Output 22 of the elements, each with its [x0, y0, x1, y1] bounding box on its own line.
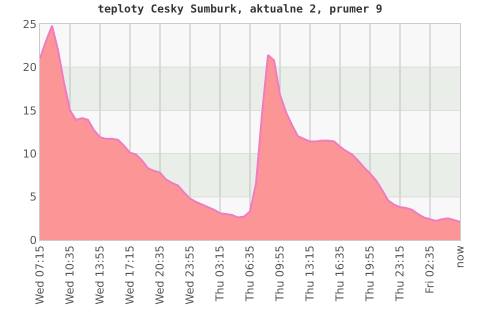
x-tick-label: Thu 19:55 — [364, 245, 377, 302]
x-tick-label: Wed 13:55 — [94, 245, 107, 305]
x-tick-label: now — [454, 245, 467, 268]
x-tick-label: Thu 13:15 — [304, 245, 317, 302]
x-tick-label: Thu 03:15 — [214, 245, 227, 302]
x-tick-label: Fri 02:35 — [424, 245, 437, 294]
chart-title: teploty Cesky Sumburk, aktualne 2, prumer 9 — [98, 2, 382, 16]
x-tick-label: Thu 06:35 — [244, 245, 257, 302]
x-tick-label: Thu 09:55 — [274, 245, 287, 302]
x-tick-label: Wed 23:55 — [184, 245, 197, 305]
y-tick-label: 15 — [22, 104, 37, 118]
x-tick-label: Wed 07:15 — [34, 245, 47, 305]
y-tick-label: 5 — [30, 190, 37, 204]
x-tick-label: Thu 23:15 — [394, 245, 407, 302]
x-tick-label: Wed 20:35 — [154, 245, 167, 305]
y-tick-label: 20 — [22, 61, 37, 74]
y-tick-label: 0 — [30, 234, 37, 247]
x-tick-label: Wed 10:35 — [64, 245, 77, 305]
y-tick-label: 25 — [22, 18, 37, 31]
x-tick-label: Thu 16:35 — [334, 245, 347, 302]
y-tick-label: 10 — [22, 147, 37, 160]
x-tick-label: Wed 17:15 — [124, 245, 137, 305]
